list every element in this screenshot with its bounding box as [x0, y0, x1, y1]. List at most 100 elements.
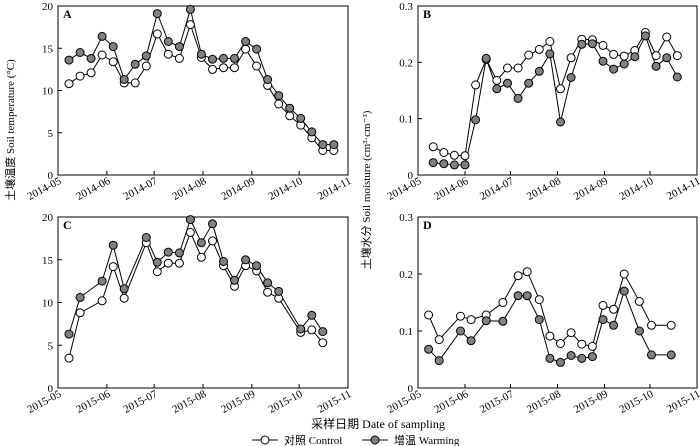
- warming-data-point: [566, 73, 576, 82]
- panel-b: B 0 0.1 0.2 0.3 2014-05 2014-06 2014-07 2014-08 2…: [385, 1, 700, 203]
- warming-data-point: [241, 255, 251, 265]
- control-data-point: [439, 148, 449, 157]
- x-tick-label: 2015-05: [25, 388, 63, 416]
- control-data-point: [252, 61, 262, 71]
- control-data-point: [75, 308, 85, 318]
- warming-data-point: [566, 351, 576, 360]
- control-data-point: [566, 328, 576, 338]
- control-data-point: [651, 51, 661, 61]
- x-tick-label: 2015-06: [74, 388, 112, 416]
- x-tick-label: 2015-08: [525, 388, 563, 416]
- control-data-point: [647, 320, 656, 330]
- x-tick-label: 2014-11: [316, 175, 354, 203]
- control-data-point: [634, 296, 644, 306]
- warming-data-point: [219, 53, 228, 63]
- control-data-point: [152, 267, 162, 277]
- x-tick-label: 2015-06: [432, 388, 470, 416]
- warming-data-point: [630, 52, 640, 62]
- warming-data-point: [587, 39, 597, 49]
- warming-data-point: [130, 59, 140, 69]
- warming-data-point: [108, 240, 118, 250]
- control-data-point: [130, 78, 140, 88]
- panel-a-frame: [57, 5, 349, 176]
- x-tick-label: 2015-05: [385, 388, 423, 416]
- panel-d-letter: D: [423, 218, 432, 232]
- control-data-point: [108, 57, 118, 67]
- control-series-line: [432, 31, 678, 157]
- warming-data-point: [318, 140, 328, 150]
- warming-data-point: [163, 247, 173, 257]
- control-data-point: [522, 267, 532, 277]
- warming-data-point: [534, 315, 544, 325]
- control-data-point: [424, 310, 434, 320]
- warming-data-point: [634, 326, 644, 336]
- control-data-point: [587, 341, 597, 351]
- warming-data-point: [196, 49, 206, 59]
- warming-data-point: [513, 291, 523, 301]
- warming-data-point: [619, 59, 629, 69]
- warming-data-point: [64, 329, 74, 339]
- control-data-point: [196, 252, 206, 262]
- control-data-point: [174, 53, 184, 63]
- legend-warming-label: 增温 Warming: [394, 433, 460, 446]
- warming-data-point: [577, 39, 587, 49]
- y-tick-label: 0.1: [399, 326, 413, 338]
- warming-data-point: [163, 37, 173, 46]
- warming-data-point: [119, 284, 129, 294]
- warming-data-point: [152, 257, 162, 267]
- x-tick-label: 2014-08: [525, 175, 563, 203]
- control-data-point: [208, 64, 217, 74]
- x-tick-label: 2014-08: [170, 175, 208, 203]
- warming-data-point: [439, 159, 449, 169]
- warming-data-point: [647, 350, 656, 360]
- warming-data-point: [428, 158, 438, 168]
- control-data-point: [672, 51, 682, 61]
- y-tick-label: 0.3: [399, 212, 413, 224]
- control-data-point: [503, 63, 512, 73]
- warming-data-point: [219, 257, 228, 266]
- control-data-point: [230, 63, 239, 73]
- panel-c: C 0 5 10 15 20 2015-05 2015-06 2015-07 2015-08 201…: [25, 212, 353, 416]
- warming-data-point: [466, 336, 476, 346]
- y-tick-label: 15: [42, 43, 54, 55]
- warming-data-point: [609, 320, 619, 330]
- control-data-point: [141, 61, 151, 71]
- control-data-point: [524, 50, 534, 60]
- warming-data-point: [108, 42, 118, 52]
- y-tick-label: 20: [42, 1, 54, 13]
- warming-data-point: [174, 248, 184, 258]
- control-data-point: [163, 258, 173, 268]
- warming-data-point: [503, 78, 512, 88]
- control-data-point: [64, 79, 74, 89]
- control-data-point: [185, 20, 195, 30]
- control-data-point: [208, 236, 217, 246]
- control-data-point: [609, 49, 619, 59]
- control-data-point: [498, 298, 508, 307]
- control-data-point: [534, 295, 544, 305]
- legend: 对照 Control 增温 Warming: [252, 433, 460, 446]
- warming-data-point: [296, 324, 306, 334]
- control-data-point: [174, 258, 184, 268]
- x-tick-label: 2014-06: [432, 175, 470, 203]
- warming-data-point: [86, 53, 96, 63]
- warming-data-point: [196, 238, 206, 248]
- y-tick-label: 10: [42, 298, 54, 310]
- x-tick-label: 2015-10: [267, 388, 305, 416]
- y-tick-label: 0.3: [399, 1, 413, 13]
- warming-series-line: [428, 289, 672, 363]
- warming-data-point: [498, 316, 508, 326]
- x-tick-label: 2014-07: [122, 175, 160, 203]
- x-tick-label: 2015-07: [122, 388, 160, 416]
- x-tick-label: 2015-09: [219, 388, 257, 416]
- warming-data-point: [640, 31, 650, 41]
- y-tick-label: 5: [48, 128, 54, 140]
- warming-data-point: [274, 91, 284, 101]
- control-data-point: [513, 271, 523, 281]
- x-tick-label: 2014-10: [267, 175, 305, 203]
- warming-data-point: [119, 75, 129, 84]
- warming-data-point: [64, 55, 74, 65]
- warming-series-line: [433, 34, 678, 166]
- warming-data-point: [263, 75, 273, 84]
- warming-data-point: [434, 356, 444, 366]
- control-data-point: [428, 142, 438, 152]
